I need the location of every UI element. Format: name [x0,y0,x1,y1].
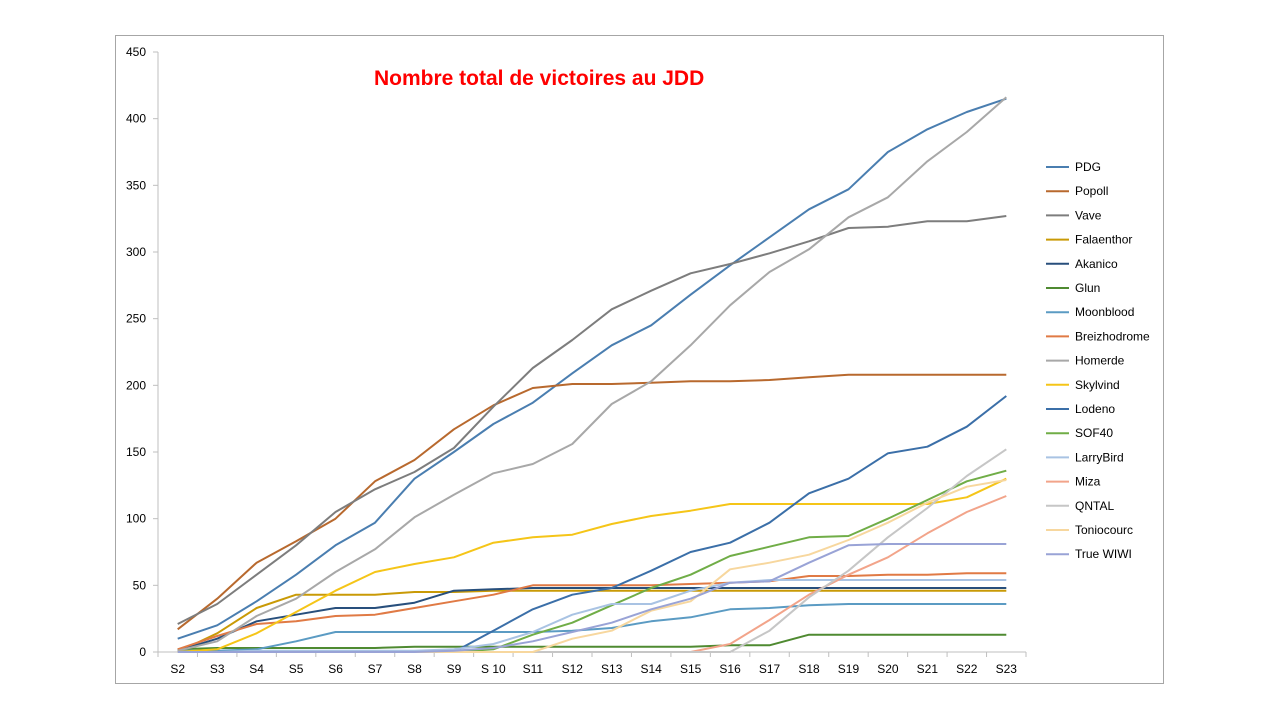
x-tick-label: S4 [249,662,264,676]
legend-label-moonblood: Moonblood [1075,305,1134,319]
legend-label-qntal: QNTAL [1075,499,1114,513]
y-tick-label: 100 [126,512,146,526]
y-tick-label: 0 [139,645,146,659]
legend-label-homerde: Homerde [1075,354,1125,368]
x-tick-label: S21 [917,662,939,676]
series-line-glun [177,633,1007,651]
x-tick-label: S11 [523,662,544,676]
x-tick-label: S12 [562,662,584,676]
y-tick-label: 400 [126,112,146,126]
x-tick-label: S13 [601,662,623,676]
chart-title: Nombre total de victoires au JDD [374,67,704,90]
y-tick-labels: 0 50 100 150 200 250 300 350 400 450 [126,45,158,659]
series-line-larrybird [177,579,1007,653]
series-line-popoll [177,373,1007,631]
series-line-toniocourc [177,479,1007,653]
series-line-qntal [177,448,1007,653]
x-tick-label: S3 [210,662,225,676]
legend-label-falaenthor: Falaenthor [1075,233,1132,247]
series-line-true-wiwi [177,543,1007,653]
x-tick-label: S7 [368,662,383,676]
x-tick-label: S17 [759,662,781,676]
legend-label-glun: Glun [1075,281,1100,295]
legend-label-sof40: SOF40 [1075,426,1113,440]
x-tick-label: S6 [328,662,343,676]
series-line-homerde [177,96,1007,652]
chart-frame: Nombre total de victoires au JDD 0 50 100 1… [115,35,1164,684]
y-tick-label: 300 [126,245,146,259]
series-line-akanico [177,587,1007,652]
x-tick-label: S20 [877,662,899,676]
legend-label-popoll: Popoll [1075,184,1108,198]
legend-label-breizhodrome: Breizhodrome [1075,329,1150,343]
series-line-vave [177,215,1007,625]
y-tick-label: 350 [126,178,146,192]
legend-label-toniocourc: Toniocourc [1075,523,1133,537]
x-tick-label: S22 [956,662,978,676]
y-tick-label: 50 [133,578,147,592]
legend-label-larrybird: LarryBird [1075,450,1124,464]
series-line-skylvind [177,477,1007,653]
x-tick-label: S 10 [481,662,506,676]
x-tick-label: S18 [798,662,820,676]
x-tick-label: S23 [996,662,1018,676]
legend-label-true-wiwi: True WIWI [1075,547,1132,561]
x-tick-label: S2 [170,662,185,676]
x-tick-label: S16 [719,662,741,676]
x-tick-label: S14 [641,662,663,676]
x-tick-labels: S2 S3 S4 S5 S6 S7 S8 S9 S 10 S11 S12 S13 S14 S15 S16 S1… [157,652,1027,676]
series-line-sof40 [177,469,1007,653]
legend-label-lodeno: Lodeno [1075,402,1115,416]
y-tick-label: 450 [126,45,146,59]
y-tick-label: 200 [126,378,146,392]
x-tick-label: S5 [289,662,304,676]
x-tick-label: S19 [838,662,860,676]
y-tick-label: 150 [126,445,146,459]
legend-label-miza: Miza [1075,475,1101,489]
legend-label-vave: Vave [1075,208,1102,222]
series-line-pdg [177,97,1007,640]
series-line-moonblood [177,603,1007,652]
line-chart: Nombre total de victoires au JDD 0 50 100 1… [126,45,1150,676]
series-lines [177,96,1007,653]
legend-label-akanico: Akanico [1075,257,1118,271]
legend-label-skylvind: Skylvind [1075,378,1120,392]
y-tick-label: 250 [126,312,146,326]
x-tick-label: S15 [680,662,702,676]
x-tick-label: S9 [447,662,462,676]
x-tick-label: S8 [407,662,422,676]
legend-label-pdg: PDG [1075,160,1101,174]
series-line-breizhodrome [177,572,1007,651]
legend: PDG Popoll Vave Falaenthor Akanico Glun Moonbl… [1046,160,1150,561]
